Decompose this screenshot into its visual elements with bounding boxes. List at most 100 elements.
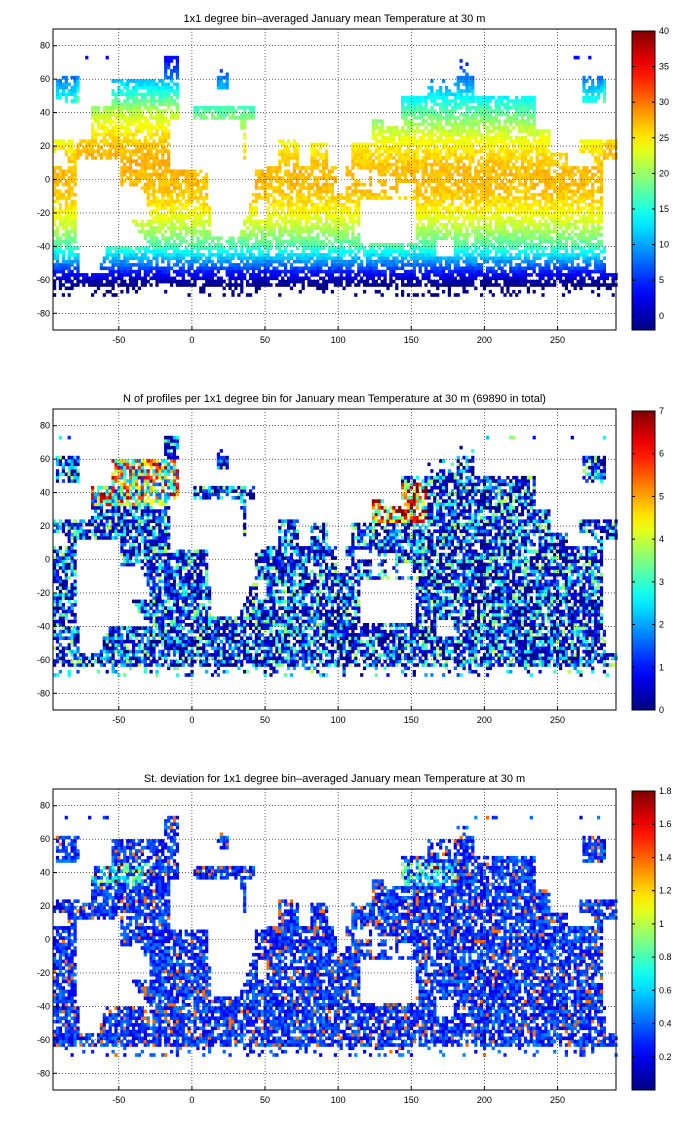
heatmap-cell [471, 223, 475, 227]
heatmap-cell [158, 162, 162, 167]
heatmap-cell [67, 216, 71, 220]
heatmap-cell [474, 105, 478, 110]
heatmap-cell [266, 266, 270, 271]
heatmap-cell [266, 259, 270, 264]
heatmap-cell [307, 243, 311, 247]
heatmap-cell [152, 169, 156, 174]
heatmap-cell [357, 206, 361, 210]
heatmap-cell [485, 179, 490, 184]
heatmap-cell [474, 176, 478, 180]
heatmap-cell [307, 239, 311, 244]
heatmap-cell [468, 79, 472, 83]
heatmap-cell [471, 176, 475, 180]
heatmap-cell [164, 75, 168, 80]
heatmap-cell [167, 162, 171, 167]
heatmap-cell [76, 263, 80, 267]
heatmap-cell [175, 116, 179, 120]
heatmap-cell [222, 75, 226, 80]
heatmap-cell [474, 266, 478, 271]
heatmap-cell [316, 219, 320, 224]
heatmap-cell [330, 189, 334, 194]
heatmap-cell [161, 192, 165, 197]
heatmap-cell [462, 273, 466, 277]
heatmap-cell [70, 152, 74, 157]
heatmap-cell [447, 129, 451, 133]
heatmap-cell [415, 149, 419, 153]
heatmap-cell [281, 156, 285, 160]
heatmap-cell [129, 102, 133, 107]
heatmap-cell [325, 199, 329, 204]
heatmap-cell [477, 159, 481, 163]
heatmap-cell [117, 139, 121, 143]
heatmap-cell [193, 226, 197, 230]
heatmap-cell [298, 176, 302, 180]
heatmap-cell [272, 266, 276, 271]
heatmap-cell [485, 146, 490, 150]
heatmap-cell [55, 199, 60, 204]
heatmap-cell [354, 259, 358, 264]
heatmap-cell [418, 99, 422, 103]
heatmap-cell [456, 139, 460, 143]
heatmap-cell [257, 276, 261, 281]
heatmap-cell [482, 179, 487, 184]
heatmap-cell [284, 263, 288, 267]
heatmap-cell [482, 119, 487, 123]
heatmap-cell [175, 212, 179, 217]
heatmap-cell [67, 176, 71, 180]
heatmap-cell [129, 279, 133, 284]
heatmap-cell [421, 243, 425, 247]
heatmap-cell [292, 152, 296, 157]
heatmap-cell [134, 105, 139, 110]
heatmap-cell [123, 136, 127, 140]
heatmap-cell [301, 166, 305, 170]
heatmap-cell [55, 229, 60, 234]
heatmap-cell [73, 199, 77, 204]
heatmap-cell [281, 192, 285, 197]
heatmap-cell [465, 196, 469, 200]
heatmap-cell [208, 206, 212, 210]
heatmap-cell [143, 283, 147, 287]
heatmap-cell [456, 223, 460, 227]
heatmap-cell [389, 126, 393, 130]
heatmap-cell [500, 199, 504, 204]
heatmap-cell [117, 256, 121, 260]
heatmap-cell [430, 105, 434, 110]
heatmap-cell [500, 269, 504, 274]
heatmap-cell [406, 159, 411, 163]
heatmap-cell [137, 112, 141, 117]
heatmap-cell [319, 152, 323, 157]
heatmap-cell [243, 146, 247, 150]
heatmap-cell [88, 139, 92, 143]
heatmap-cell [164, 219, 168, 224]
heatmap-cell [196, 112, 200, 117]
heatmap-cell [322, 246, 326, 250]
heatmap-cell [134, 146, 139, 150]
heatmap-cell [260, 236, 264, 240]
heatmap-cell [421, 179, 425, 184]
heatmap-cell [395, 146, 399, 150]
heatmap-cell [406, 105, 411, 110]
heatmap-cell [240, 259, 244, 264]
heatmap-cell [64, 196, 68, 200]
heatmap-cell [240, 283, 244, 287]
heatmap-cell [134, 283, 139, 287]
heatmap-cell [58, 79, 62, 83]
heatmap-cell [67, 156, 71, 160]
heatmap-cell [284, 146, 288, 150]
heatmap-cell [167, 202, 171, 207]
heatmap-cell [88, 149, 92, 153]
heatmap-cell [491, 176, 495, 180]
heatmap-cell [433, 92, 437, 97]
heatmap-cell [430, 233, 434, 237]
heatmap-cell [249, 283, 253, 287]
heatmap-cell [184, 226, 188, 230]
heatmap-cell [167, 156, 171, 160]
heatmap-cell [491, 216, 495, 220]
heatmap-cell [316, 223, 320, 227]
heatmap-cell [482, 226, 487, 230]
heatmap-cell [374, 253, 378, 257]
heatmap-cell [494, 249, 498, 254]
heatmap-cell [430, 156, 434, 160]
heatmap-cell [152, 253, 156, 257]
heatmap-cell [436, 236, 440, 240]
